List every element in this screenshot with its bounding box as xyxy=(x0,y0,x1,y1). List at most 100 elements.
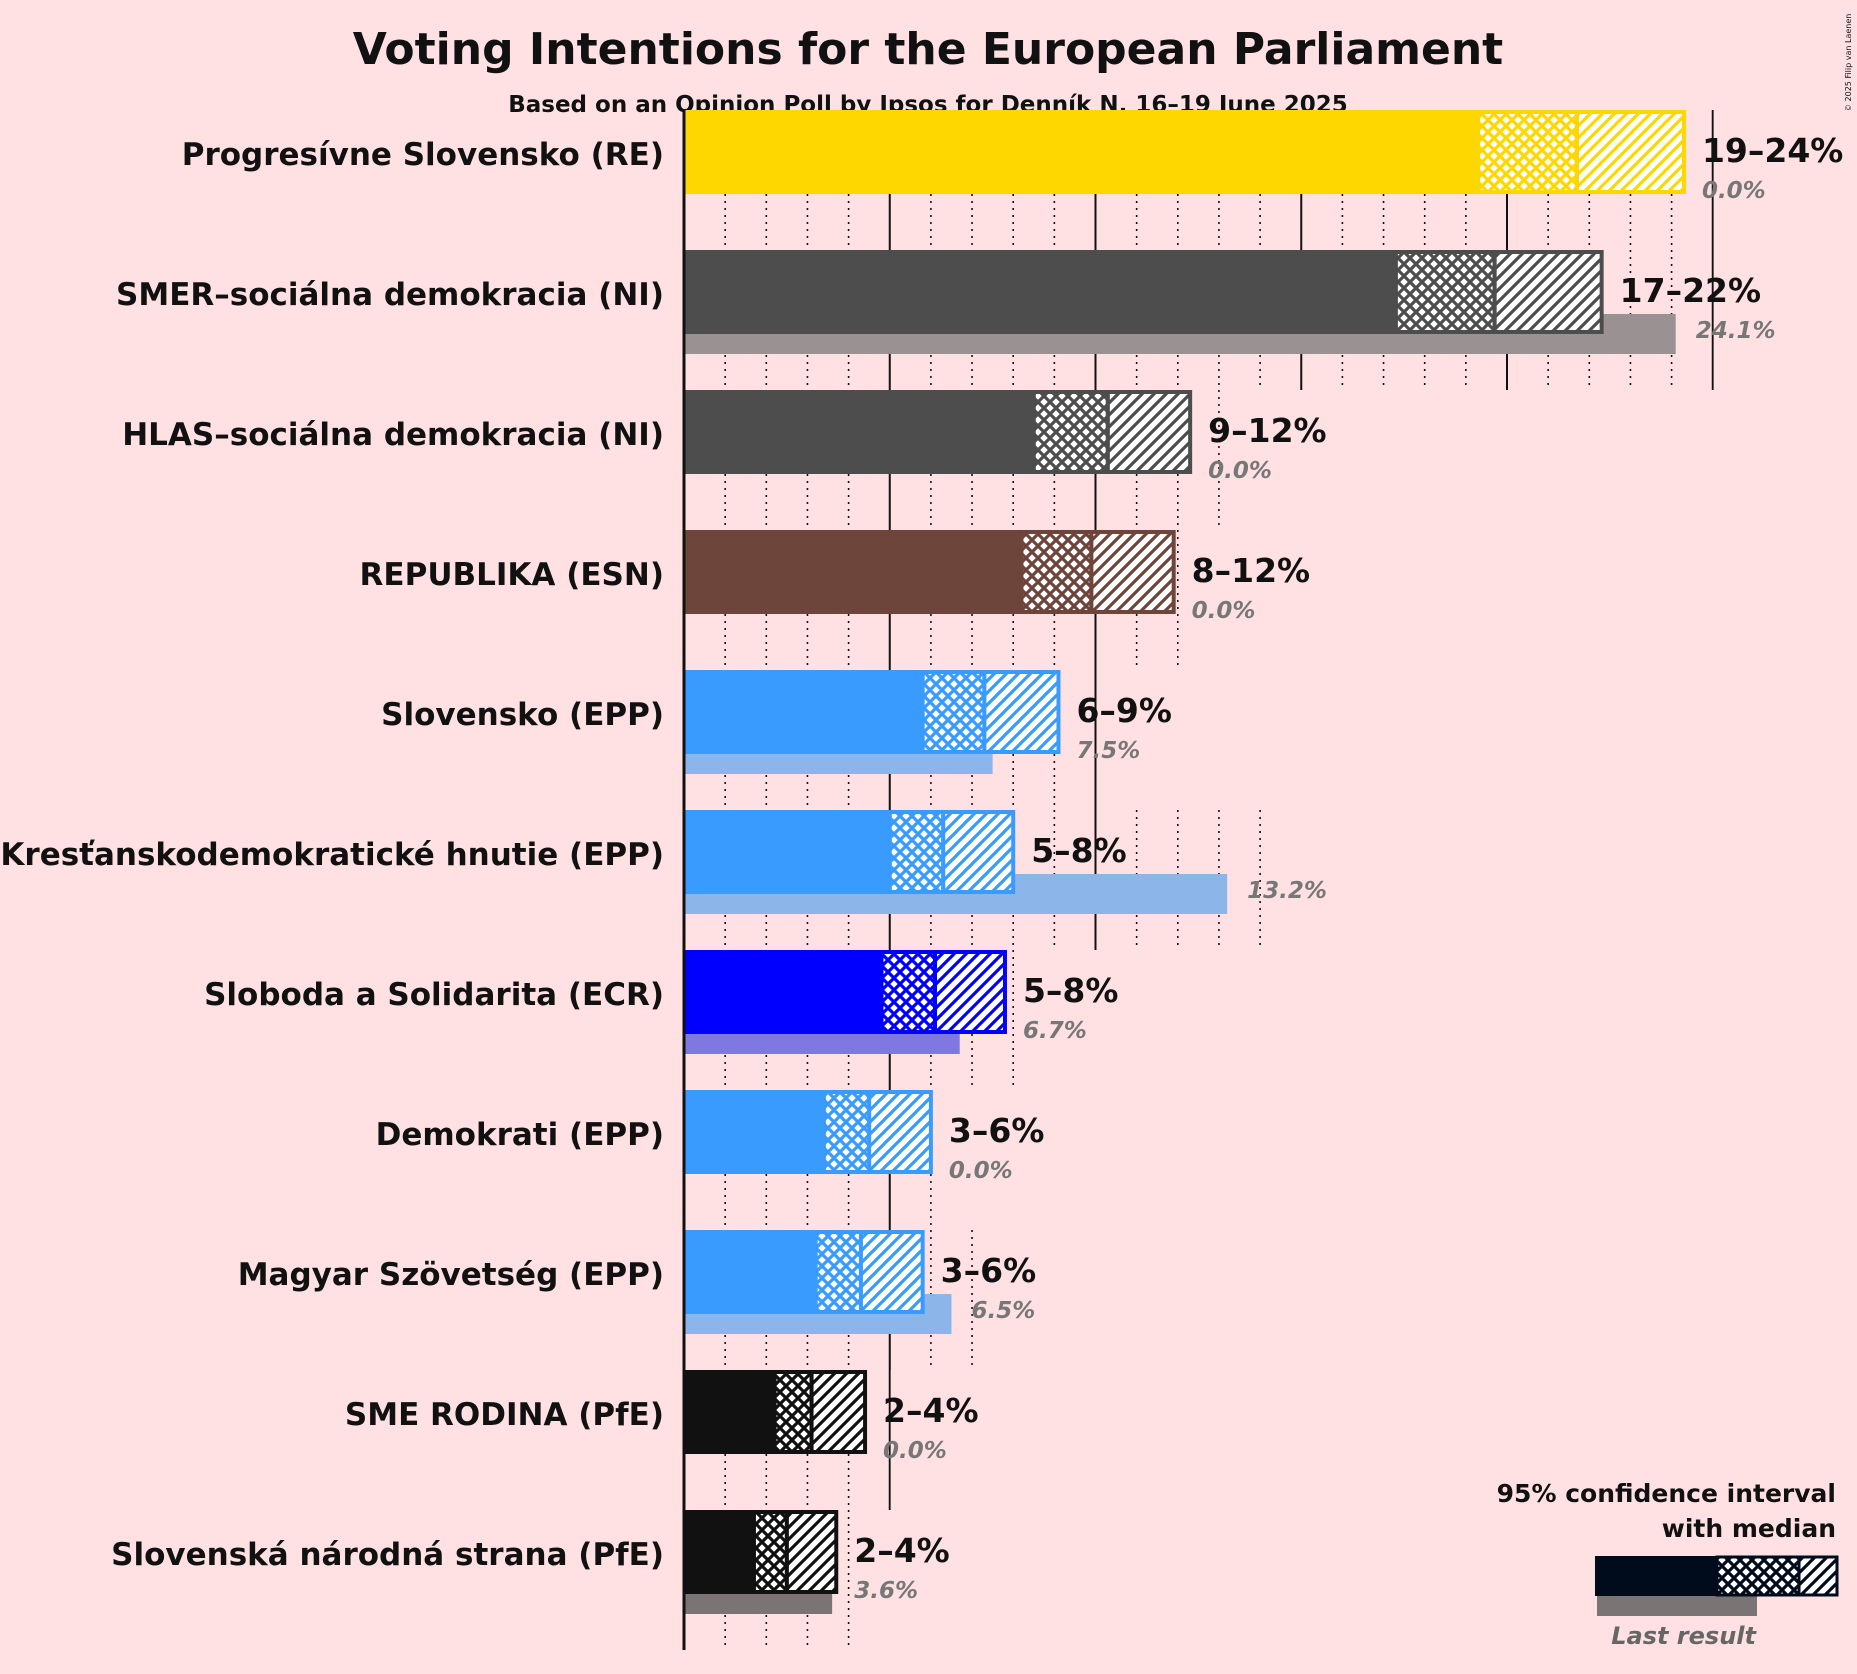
ci-lower-half xyxy=(813,1230,863,1314)
party-row: Demokrati (EPP) 3–6% 0.0% xyxy=(376,1090,1045,1184)
party-label: Kresťanskodemokratické hnutie (EPP) xyxy=(0,837,664,873)
ci-upper-half xyxy=(1492,250,1604,334)
party-label: SMER–sociálna demokracia (NI) xyxy=(116,277,664,313)
ci-solid-bar xyxy=(684,1230,816,1314)
range-label: 17–22% xyxy=(1620,271,1761,310)
gridline-cover xyxy=(1178,530,1857,670)
legend-solid-bar xyxy=(1595,1556,1717,1596)
legend-marks xyxy=(1595,1555,1839,1616)
range-label: 6–9% xyxy=(1076,691,1172,730)
bars: Progresívne Slovensko (RE) 19–24% 0.0% SMER… xyxy=(0,110,1843,1650)
ci-upper-half xyxy=(933,950,1007,1034)
range-label: 2–4% xyxy=(883,1391,979,1430)
party-row: Sloboda a Solidarita (ECR) 5–8% 6.7% xyxy=(204,950,1118,1054)
ci-upper-half xyxy=(784,1510,839,1594)
party-row: Magyar Szövetség (EPP) 3–6% 6.5% xyxy=(238,1230,1036,1334)
copyright-text: © 2025 Filip van Laenen xyxy=(1844,14,1853,112)
party-label: Sloboda a Solidarita (ECR) xyxy=(204,977,664,1013)
ci-lower-half xyxy=(879,950,938,1034)
last-result-label: 6.5% xyxy=(971,1298,1035,1324)
legend-last-result-text: Last result xyxy=(1611,1622,1757,1650)
ci-solid-bar xyxy=(684,530,1022,614)
gridline-cover xyxy=(890,1370,1857,1510)
party-row: REPUBLIKA (ESN) 8–12% 0.0% xyxy=(360,530,1310,624)
last-result-label: 13.2% xyxy=(1247,878,1327,904)
party-label: REPUBLIKA (ESN) xyxy=(360,557,664,593)
range-label: 9–12% xyxy=(1208,411,1326,450)
last-result-label: 0.0% xyxy=(1702,178,1766,204)
last-result-label: 0.0% xyxy=(949,1158,1013,1184)
range-label: 8–12% xyxy=(1192,551,1310,590)
party-row: Kresťanskodemokratické hnutie (EPP) 5–8% 1… xyxy=(0,810,1327,914)
party-row: Slovensko (EPP) 6–9% 7.5% xyxy=(381,670,1172,774)
party-label: Slovenská národná strana (PfE) xyxy=(111,1537,664,1573)
ci-lower-half xyxy=(1476,110,1579,194)
chart-title: Voting Intentions for the European Parli… xyxy=(353,24,1503,75)
range-label: 3–6% xyxy=(941,1251,1036,1290)
gridline-covers xyxy=(849,110,1857,1650)
ci-lower-half xyxy=(887,810,946,894)
gridline-cover xyxy=(1219,390,1857,530)
last-result-label: 0.0% xyxy=(1208,458,1272,484)
legend-ci-text-1: 95% confidence interval xyxy=(1497,1479,1836,1508)
ci-solid-bar xyxy=(684,670,923,754)
last-result-label: 3.6% xyxy=(854,1578,918,1604)
gridline-cover xyxy=(1713,110,1857,250)
last-result-label: 7.5% xyxy=(1076,738,1140,764)
last-result-label: 6.7% xyxy=(1023,1018,1087,1044)
range-label: 3–6% xyxy=(949,1111,1045,1150)
last-result-label: 24.1% xyxy=(1696,318,1776,344)
legend: 95% confidence interval with median Last… xyxy=(1497,1479,1839,1650)
ci-solid-bar xyxy=(684,250,1396,334)
ci-lower-half xyxy=(1031,390,1110,474)
gridlines xyxy=(683,110,1857,1650)
ci-solid-bar xyxy=(684,1370,775,1454)
ci-solid-bar xyxy=(684,1510,754,1594)
ci-lower-half xyxy=(1019,530,1094,614)
party-label: SME RODINA (PfE) xyxy=(345,1397,664,1433)
ci-upper-half xyxy=(809,1370,868,1454)
last-result-label: 0.0% xyxy=(883,1438,947,1464)
gridline-cover xyxy=(1713,250,1857,390)
ci-upper-half xyxy=(867,1090,933,1174)
gridline-cover xyxy=(1014,950,1857,1090)
party-label: Demokrati (EPP) xyxy=(376,1117,664,1153)
ci-lower-half xyxy=(920,670,987,754)
ci-upper-half xyxy=(1574,110,1686,194)
ci-solid-bar xyxy=(684,950,882,1034)
range-label: 5–8% xyxy=(1031,831,1127,870)
ci-upper-half xyxy=(1089,530,1176,614)
legend-ci-text-2: with median xyxy=(1662,1514,1836,1543)
gridline-cover xyxy=(931,1090,1857,1230)
party-row: HLAS–sociálna demokracia (NI) 9–12% 0.0% xyxy=(122,390,1327,484)
legend-crosshatch xyxy=(1715,1555,1801,1597)
range-label: 5–8% xyxy=(1023,971,1119,1010)
range-label: 2–4% xyxy=(854,1531,950,1570)
ci-upper-half xyxy=(1105,390,1193,474)
ci-upper-half xyxy=(982,670,1061,754)
party-label: HLAS–sociálna demokracia (NI) xyxy=(122,417,664,453)
legend-hatch xyxy=(1797,1555,1839,1597)
party-label: Magyar Szövetség (EPP) xyxy=(238,1257,664,1293)
ci-lower-half xyxy=(1393,250,1497,334)
party-row: Slovenská národná strana (PfE) 2–4% 3.6% xyxy=(111,1510,950,1614)
gridline-cover xyxy=(1096,670,1857,810)
gridline-cover xyxy=(1261,810,1857,950)
ci-upper-half xyxy=(941,810,1016,894)
ci-lower-half xyxy=(751,1510,789,1594)
last-result-label: 0.0% xyxy=(1192,598,1256,624)
ci-lower-half xyxy=(821,1090,872,1174)
party-label: Progresívne Slovensko (RE) xyxy=(182,137,664,173)
ci-upper-half xyxy=(858,1230,925,1314)
ci-solid-bar xyxy=(684,1090,824,1174)
party-row: SME RODINA (PfE) 2–4% 0.0% xyxy=(345,1370,979,1464)
ci-solid-bar xyxy=(684,390,1034,474)
party-row: SMER–sociálna demokracia (NI) 17–22% 24.1% xyxy=(116,250,1776,354)
party-label: Slovensko (EPP) xyxy=(381,697,664,733)
range-label: 19–24% xyxy=(1702,131,1843,170)
ci-solid-bar xyxy=(684,810,890,894)
ci-lower-half xyxy=(772,1370,814,1454)
ci-solid-bar xyxy=(684,110,1479,194)
party-row: Progresívne Slovensko (RE) 19–24% 0.0% xyxy=(182,110,1843,204)
